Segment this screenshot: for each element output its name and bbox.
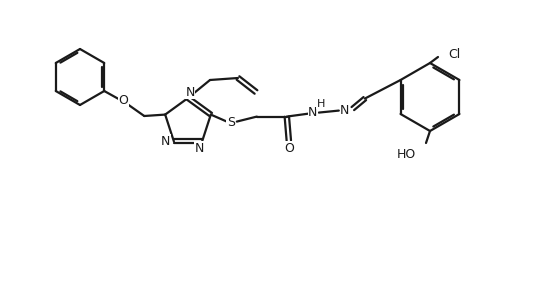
Text: H: H xyxy=(317,99,325,109)
Text: Cl: Cl xyxy=(448,48,460,62)
Text: O: O xyxy=(284,142,294,155)
Text: O: O xyxy=(119,95,128,107)
Text: N: N xyxy=(194,142,204,155)
Text: N: N xyxy=(185,86,195,98)
Text: N: N xyxy=(161,135,170,148)
Text: HO: HO xyxy=(397,147,416,161)
Text: N: N xyxy=(340,104,350,117)
Text: N: N xyxy=(308,106,318,119)
Text: S: S xyxy=(227,116,235,129)
